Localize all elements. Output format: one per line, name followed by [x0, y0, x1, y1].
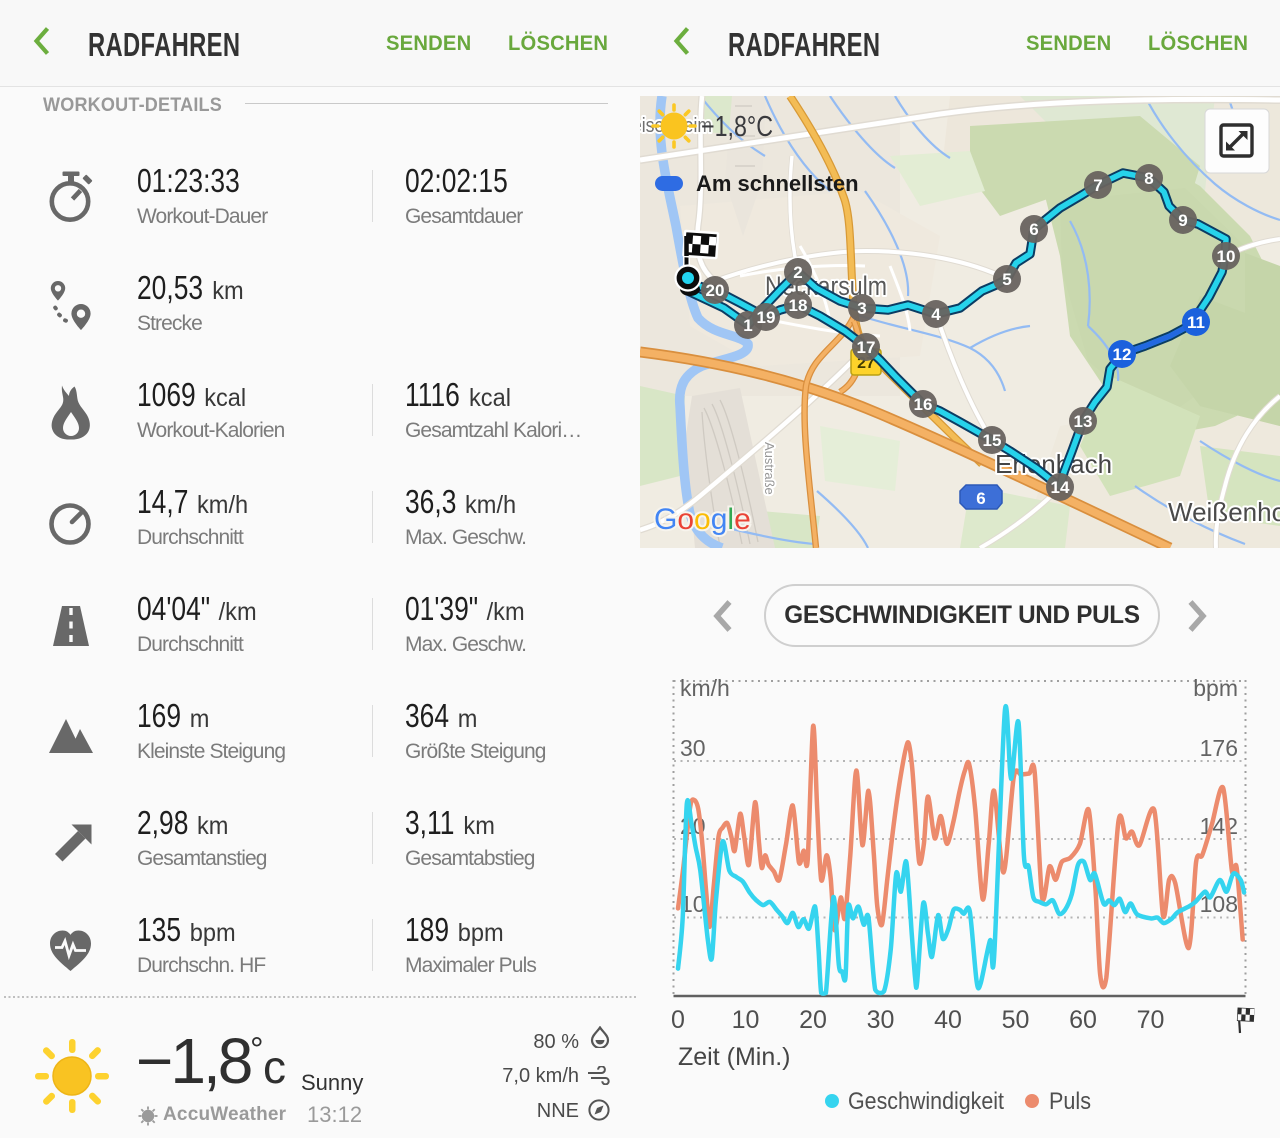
- svg-text:9: 9: [1178, 211, 1187, 230]
- svg-text:Austraße: Austraße: [762, 442, 777, 495]
- svg-text:5: 5: [1002, 270, 1011, 289]
- svg-text:4: 4: [931, 305, 941, 324]
- svg-text:14: 14: [1051, 478, 1070, 497]
- svg-text:Zeit (Min.): Zeit (Min.): [678, 1043, 791, 1071]
- svg-text:70: 70: [1137, 1006, 1165, 1034]
- svg-text:19: 19: [757, 308, 776, 327]
- svg-text:50: 50: [1002, 1006, 1030, 1034]
- svg-text:2: 2: [793, 263, 802, 282]
- svg-text:10: 10: [732, 1006, 760, 1034]
- svg-text:13: 13: [1074, 412, 1093, 431]
- svg-text:Puls: Puls: [1049, 1088, 1091, 1115]
- svg-text:−1,8°C: −1,8°C: [701, 111, 773, 143]
- svg-text:60: 60: [1069, 1006, 1097, 1034]
- svg-text:30: 30: [867, 1006, 895, 1034]
- svg-text:12: 12: [1113, 345, 1132, 364]
- svg-text:1: 1: [743, 316, 752, 335]
- svg-text:6: 6: [1029, 220, 1038, 239]
- svg-text:17: 17: [857, 338, 876, 357]
- svg-text:176: 176: [1200, 735, 1238, 761]
- svg-text:bpm: bpm: [1193, 675, 1238, 701]
- svg-text:10: 10: [1217, 247, 1236, 266]
- svg-text:Weißenho: Weißenho: [1168, 497, 1280, 527]
- svg-text:16: 16: [914, 395, 933, 414]
- svg-text:3: 3: [857, 299, 866, 318]
- svg-text:6: 6: [976, 489, 985, 508]
- svg-text:0: 0: [671, 1006, 685, 1034]
- svg-text:15: 15: [983, 431, 1002, 450]
- svg-text:11: 11: [1187, 313, 1205, 332]
- svg-text:km/h: km/h: [680, 675, 730, 701]
- svg-text:30: 30: [680, 735, 706, 761]
- svg-text:18: 18: [789, 296, 808, 315]
- svg-text:40: 40: [934, 1006, 962, 1034]
- svg-text:Google: Google: [654, 503, 751, 536]
- svg-text:8: 8: [1144, 169, 1153, 188]
- svg-text:Am schnellsten: Am schnellsten: [696, 171, 859, 196]
- svg-text:7: 7: [1093, 176, 1102, 195]
- svg-text:Geschwindigkeit: Geschwindigkeit: [848, 1088, 1004, 1115]
- svg-text:142: 142: [1200, 813, 1238, 839]
- svg-text:20: 20: [706, 281, 725, 300]
- svg-text:20: 20: [799, 1006, 827, 1034]
